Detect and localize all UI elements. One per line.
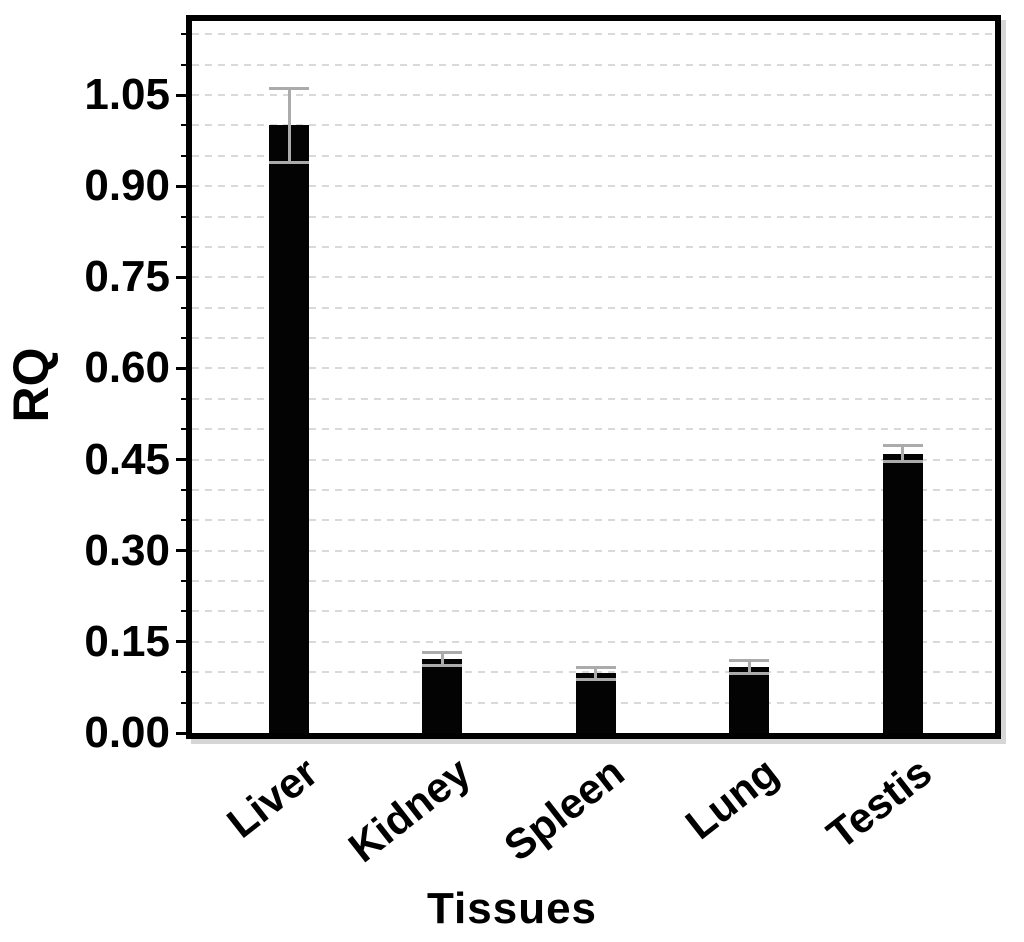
y-tick-major: [176, 549, 192, 553]
error-bar-kidney: [440, 650, 444, 667]
x-tick-label-kidney: Kidney: [340, 748, 480, 872]
gridline: [192, 276, 995, 279]
error-bar-cap-testis: [882, 460, 923, 464]
error-bar-cap-liver: [269, 160, 309, 164]
gridline: [192, 519, 995, 522]
bar-testis: [882, 453, 923, 733]
gridline: [192, 185, 995, 188]
gridline: [192, 549, 995, 552]
error-bar-cap-lung: [729, 672, 770, 676]
error-bar-cap-spleen: [575, 666, 616, 670]
y-tick-label: 0.30: [84, 525, 170, 575]
y-tick-label: 0.45: [84, 434, 170, 484]
gridline: [192, 124, 995, 127]
error-bar-cap-kidney: [422, 650, 463, 654]
gridline: [192, 671, 995, 674]
y-tick-major: [176, 731, 192, 735]
gridline: [192, 306, 995, 309]
gridline: [192, 33, 995, 36]
y-tick-label: 0.15: [84, 616, 170, 666]
y-tick-major: [176, 366, 192, 370]
bar-lung: [729, 667, 770, 733]
error-bar-cap-liver: [269, 87, 309, 91]
gridline: [192, 610, 995, 613]
x-tick-label-liver: Liver: [217, 748, 326, 847]
x-tick-label-spleen: Spleen: [495, 748, 633, 870]
error-bar-cap-spleen: [575, 677, 616, 681]
gridline: [192, 397, 995, 400]
y-tick-major: [176, 184, 192, 188]
error-bar-liver: [287, 87, 291, 164]
error-bar-testis: [901, 443, 905, 464]
gridline: [192, 580, 995, 583]
y-tick-label: 1.05: [84, 70, 170, 119]
y-tick-label: 0.90: [84, 161, 170, 211]
y-tick-major: [176, 93, 192, 97]
gridline: [192, 640, 995, 643]
bar-spleen: [575, 673, 616, 733]
y-tick-major: [176, 275, 192, 279]
gridline: [192, 428, 995, 431]
error-bar-spleen: [594, 666, 598, 681]
gridline: [192, 94, 995, 96]
gridline: [192, 215, 995, 218]
bar-liver: [269, 125, 309, 733]
gridline: [192, 367, 995, 370]
gridline: [192, 245, 995, 248]
y-tick-major: [176, 640, 192, 644]
error-bar-cap-lung: [729, 659, 770, 663]
gridline: [192, 337, 995, 340]
gridline: [192, 63, 995, 66]
x-tick-label-lung: Lung: [676, 748, 787, 849]
y-tick-label: 0.75: [84, 252, 170, 302]
gridline: [192, 458, 995, 461]
gridline: [192, 488, 995, 491]
plot-inner: [192, 21, 995, 733]
y-tick-major: [176, 458, 192, 462]
y-tick-label: 0.00: [84, 708, 170, 757]
error-bar-lung: [747, 659, 751, 676]
error-bar-cap-testis: [882, 443, 923, 447]
bar-kidney: [422, 658, 463, 733]
error-bar-cap-kidney: [422, 663, 463, 667]
gridline: [192, 154, 995, 157]
plot-area: [186, 15, 1001, 739]
x-tick-label-testis: Testis: [817, 748, 940, 858]
y-tick-label: 0.60: [84, 343, 170, 393]
x-axis-title: Tissues: [426, 884, 598, 933]
